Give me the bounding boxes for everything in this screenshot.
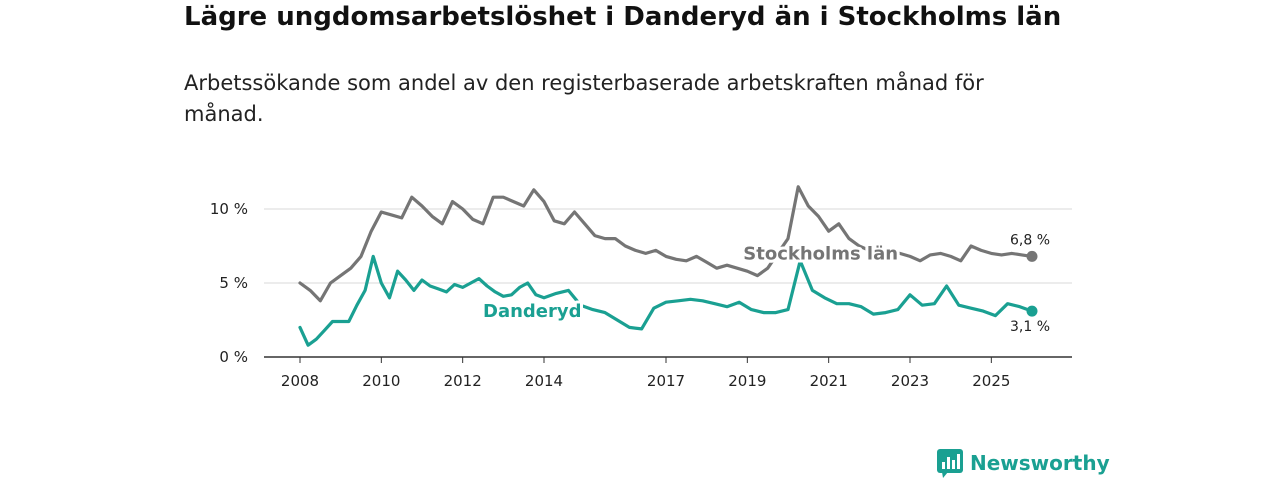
bar-chart-speech-icon — [937, 449, 963, 478]
x-tick-label: 2021 — [810, 372, 848, 390]
series-label: Stockholms län — [743, 243, 898, 264]
chart-subtitle: Arbetssökande som andel av den registerb… — [184, 71, 984, 126]
series-line-stockholms-lan — [298, 185, 1034, 303]
series-end-label: 3,1 % — [1010, 319, 1050, 335]
newsworthy-logo: Newsworthy — [936, 448, 1110, 478]
series-label: Danderyd — [483, 301, 582, 322]
y-tick-label: 0 % — [219, 348, 248, 366]
series-label-halo: Stockholms län — [743, 243, 898, 264]
series-label-halo: Danderyd — [483, 301, 582, 322]
series-end-point — [1026, 305, 1038, 317]
y-tick-label: 5 % — [219, 274, 248, 292]
y-tick-label: 10 % — [210, 200, 248, 218]
x-tick-label: 2010 — [362, 372, 400, 390]
logo-text: Newsworthy — [970, 451, 1110, 475]
line-chart: 0 % 5 % 10 % 2008 2010 2012 2014 2017 2019 2021 20… — [210, 185, 1072, 390]
x-tick-label: 2019 — [728, 372, 766, 390]
series-end-point — [1026, 250, 1038, 262]
series-line-danderyd — [298, 254, 1034, 347]
chart-title: Lägre ungdomsarbetslöshet i Danderyd än … — [184, 2, 1062, 32]
x-tick-label: 2012 — [444, 372, 482, 390]
x-tick-label: 2008 — [281, 372, 319, 390]
x-tick-label: 2014 — [525, 372, 563, 390]
series-end-label: 6,8 % — [1010, 232, 1050, 248]
x-tick-label: 2023 — [891, 372, 929, 390]
x-tick-label: 2017 — [647, 372, 685, 390]
x-tick-label: 2025 — [972, 372, 1010, 390]
